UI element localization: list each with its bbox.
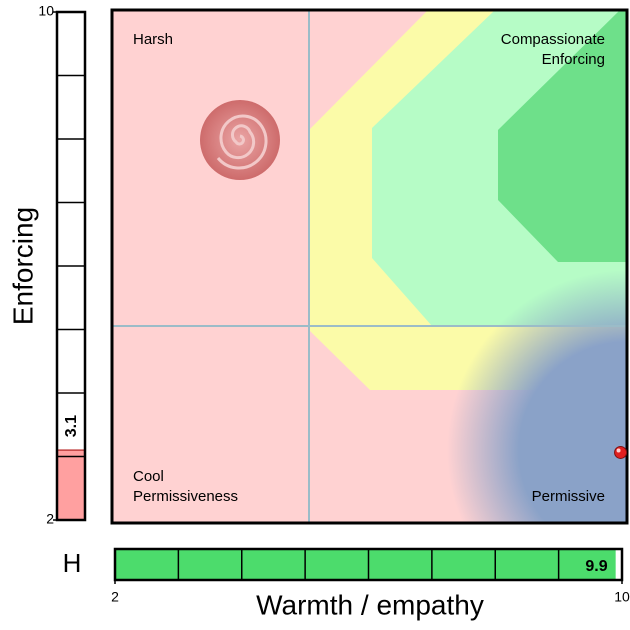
y-gauge-frame (55, 10, 87, 522)
x-axis-label: Warmth / empathy (256, 589, 484, 620)
y-gauge-value: 3.1 (63, 415, 80, 437)
x-gauge-label: H (63, 548, 82, 578)
plot-frame (110, 8, 629, 525)
y-tick-label: 10 (38, 3, 54, 19)
quadrant-label: Permissiveness (133, 488, 238, 505)
quadrant-label: Permissive (532, 488, 605, 505)
zones (112, 10, 627, 523)
x-tick-label: 10 (614, 589, 630, 605)
quadrant-label: Harsh (133, 31, 173, 48)
spiral-icon (200, 100, 280, 180)
point (614, 445, 628, 459)
zone-dark-green (498, 10, 627, 262)
y-gauge-fill (57, 450, 85, 520)
x-gauge-frame (113, 547, 624, 582)
y-axis-label: Enforcing (7, 207, 38, 325)
x-gauge-value: 9.9 (585, 558, 607, 575)
point-highlight (616, 448, 621, 453)
quadrant-label: Cool (133, 468, 164, 485)
quadrant-label: Compassionate (501, 31, 605, 48)
x-gauge-fill (115, 549, 616, 580)
quadrant-label: Enforcing (542, 51, 605, 68)
x-tick-label: 2 (111, 589, 119, 605)
zone-permissive (447, 270, 627, 523)
y-tick-label: 2 (46, 511, 54, 527)
